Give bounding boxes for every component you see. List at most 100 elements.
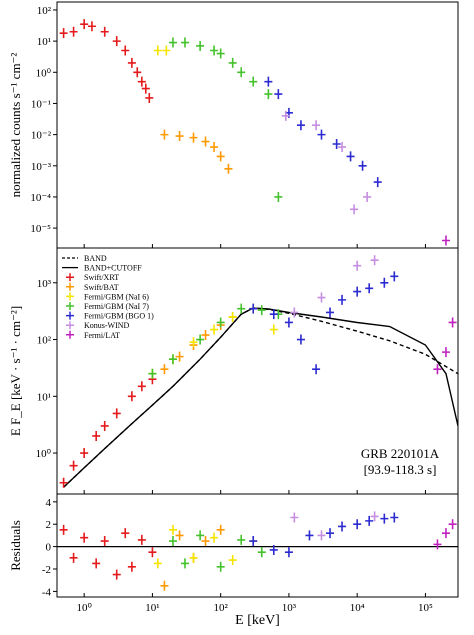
data-point <box>257 547 266 558</box>
x-tick-label: 10² <box>214 602 229 614</box>
data-point <box>87 21 96 32</box>
data-point <box>175 131 184 142</box>
data-point <box>153 45 162 56</box>
data-point <box>269 544 278 555</box>
data-point <box>153 558 162 569</box>
data-point <box>441 235 450 246</box>
data-point <box>162 45 171 56</box>
legend-marker <box>66 282 74 291</box>
data-point <box>168 524 177 535</box>
data-point <box>148 547 157 558</box>
data-point <box>216 151 225 162</box>
data-point <box>358 160 367 171</box>
legend-marker <box>66 321 74 330</box>
data-point <box>363 191 372 202</box>
x-tick-label: 10⁵ <box>418 602 433 614</box>
panel: 10⁻⁵ 10⁻⁴ 10⁻³ 10⁻² 10⁻¹ 10⁰ 10¹ 10² normalized … <box>8 1 459 249</box>
x-tick-label: 10⁰ <box>76 602 92 614</box>
data-point <box>160 129 169 140</box>
y-tick-label: 10² <box>37 335 52 347</box>
data-point <box>305 530 314 541</box>
data-point <box>210 324 219 335</box>
y-tick-label: -4 <box>42 586 52 598</box>
legend-marker <box>66 330 74 339</box>
data-point <box>346 151 355 162</box>
data-point <box>249 536 258 547</box>
data-layer <box>59 511 457 591</box>
data-point <box>441 528 450 539</box>
data-point <box>237 303 246 314</box>
data-point <box>59 28 68 39</box>
data-point <box>189 132 198 143</box>
data-point <box>168 536 177 547</box>
data-point <box>296 120 305 131</box>
data-point <box>264 76 273 87</box>
data-point <box>196 40 205 51</box>
legend-marker <box>66 292 74 301</box>
legend-label: Fermi/GBM (NaI 6) <box>84 292 149 301</box>
y-tick-label: 10⁰ <box>36 67 52 79</box>
data-point <box>201 136 210 147</box>
data-point <box>112 36 121 47</box>
y-tick-label: 10⁻⁴ <box>30 192 51 204</box>
data-point <box>127 391 136 402</box>
x-tick-label: 10⁴ <box>350 602 365 614</box>
data-point <box>148 368 157 379</box>
data-point <box>59 524 68 535</box>
data-point <box>338 294 347 305</box>
data-point <box>448 519 457 530</box>
annotation: GRB 220101A <box>361 446 440 461</box>
data-point <box>137 76 146 87</box>
data-point <box>433 364 442 375</box>
data-point <box>312 364 321 375</box>
y-tick-label: 10⁻³ <box>31 161 52 173</box>
data-point <box>228 555 237 566</box>
legend-marker <box>66 311 74 320</box>
panel: -4 -2 0 2 4 10⁰ 10¹ 10² 10³ 10⁴ 10⁵ Residuals E [keV… <box>8 493 459 628</box>
y-tick-label: 10¹ <box>37 391 51 403</box>
y-tick-label: 10³ <box>37 278 52 290</box>
data-point <box>189 552 198 563</box>
legend-label: Fermi/GBM (NaI 7) <box>84 302 149 311</box>
data-point <box>180 558 189 569</box>
y-tick-label: 10⁻⁵ <box>30 223 51 235</box>
data-point <box>373 177 382 188</box>
data-point <box>168 37 177 48</box>
data-point <box>290 307 299 318</box>
data-point <box>112 569 121 580</box>
data-point <box>127 561 136 572</box>
y-tick-label: 10⁻² <box>31 130 52 142</box>
data-point <box>168 354 177 365</box>
data-point <box>210 142 219 153</box>
data-point <box>326 528 335 539</box>
annotation: [93.9-118.3 s] <box>364 462 437 477</box>
data-point <box>224 163 233 174</box>
data-point <box>380 277 389 288</box>
data-point <box>180 37 189 48</box>
data-point <box>269 309 278 320</box>
data-point <box>264 89 273 100</box>
data-point <box>196 334 205 345</box>
data-point <box>141 83 150 94</box>
data-point <box>92 558 101 569</box>
data-point <box>80 448 89 459</box>
y-tick-label: 10² <box>37 5 52 17</box>
data-point <box>353 260 362 271</box>
data-point <box>100 26 109 37</box>
data-point <box>317 530 326 541</box>
data-point <box>284 317 293 328</box>
data-point <box>390 271 399 282</box>
data-point <box>216 317 225 328</box>
data-point <box>175 351 184 362</box>
data-point <box>137 381 146 392</box>
data-point <box>201 330 210 341</box>
data-point <box>269 324 278 335</box>
legend-label: Konus-WIND <box>84 321 130 330</box>
data-point <box>332 138 341 149</box>
data-point <box>80 19 89 30</box>
x-axis-label: E [keV] <box>235 613 280 628</box>
data-point <box>201 536 210 547</box>
data-point <box>69 26 78 37</box>
data-point <box>433 539 442 550</box>
y-tick-label: -2 <box>42 564 51 576</box>
